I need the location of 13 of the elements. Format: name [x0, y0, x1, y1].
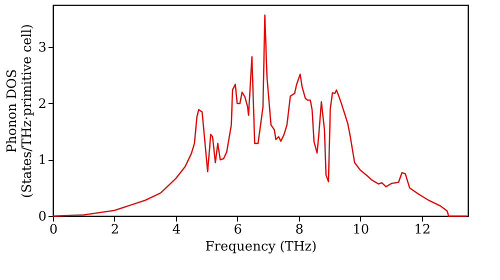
- x-tick-label: 6: [234, 222, 242, 238]
- y-tick-label: 2: [38, 96, 46, 112]
- y-tick-label: 1: [38, 153, 46, 168]
- y-tick-label: 0: [38, 210, 46, 224]
- x-tick-label: 2: [110, 222, 120, 238]
- x-axis-title: Frequency (THz): [205, 240, 317, 254]
- x-tick-label: 8: [295, 222, 304, 238]
- x-tick-label: 12: [414, 222, 431, 238]
- y-axis-title: Phonon DOS (States/THz·primitive cell): [5, 24, 36, 198]
- y-tick-label: 3: [38, 40, 46, 56]
- x-tick-label: 4: [172, 222, 181, 238]
- x-tick-label: 10: [352, 222, 370, 238]
- x-tick-label: 0: [49, 222, 58, 238]
